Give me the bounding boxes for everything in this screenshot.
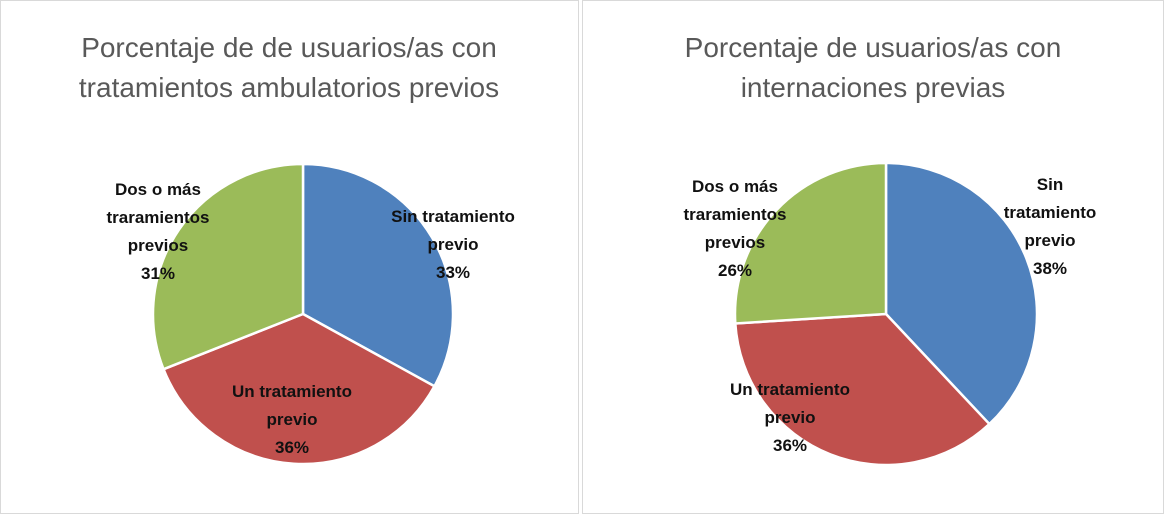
chart-title: Porcentaje de de usuarios/as con tratami… [78, 32, 500, 103]
chart-title: Porcentaje de usuarios/as con internacio… [684, 32, 1062, 103]
pie-slice [733, 161, 888, 325]
category-label: Sin tratamiento previo [1003, 175, 1097, 250]
category-label: Sin tratamiento previo [391, 207, 515, 254]
category-label: Un tratamiento previo [730, 380, 850, 427]
pie-slice [151, 162, 305, 371]
value-label: 38% [1032, 259, 1068, 278]
data-label: Un tratamiento previo 36% [725, 376, 855, 460]
category-label: Dos o más traramientos previos [683, 177, 787, 252]
value-label: 26% [717, 261, 753, 280]
data-label: Dos o más traramientos previos 31% [88, 176, 228, 288]
data-label: Dos o más traramientos previos 26% [665, 173, 805, 285]
pie-slice [301, 162, 455, 388]
value-label: 36% [772, 436, 808, 455]
data-label: Un tratamiento previo 36% [232, 378, 352, 462]
value-label: 36% [274, 438, 310, 457]
value-label: 33% [435, 263, 471, 282]
value-label: 31% [140, 264, 176, 283]
pie-slice [161, 312, 437, 466]
pie-slice [884, 161, 1039, 426]
data-label: Sin tratamiento previo 38% [995, 171, 1105, 283]
category-label: Un tratamiento previo [232, 382, 352, 429]
chart-panel [0, 0, 579, 514]
category-label: Dos o más traramientos previos [106, 180, 210, 255]
data-label: Sin tratamiento previo 33% [366, 203, 541, 287]
pie-slice [733, 312, 992, 467]
